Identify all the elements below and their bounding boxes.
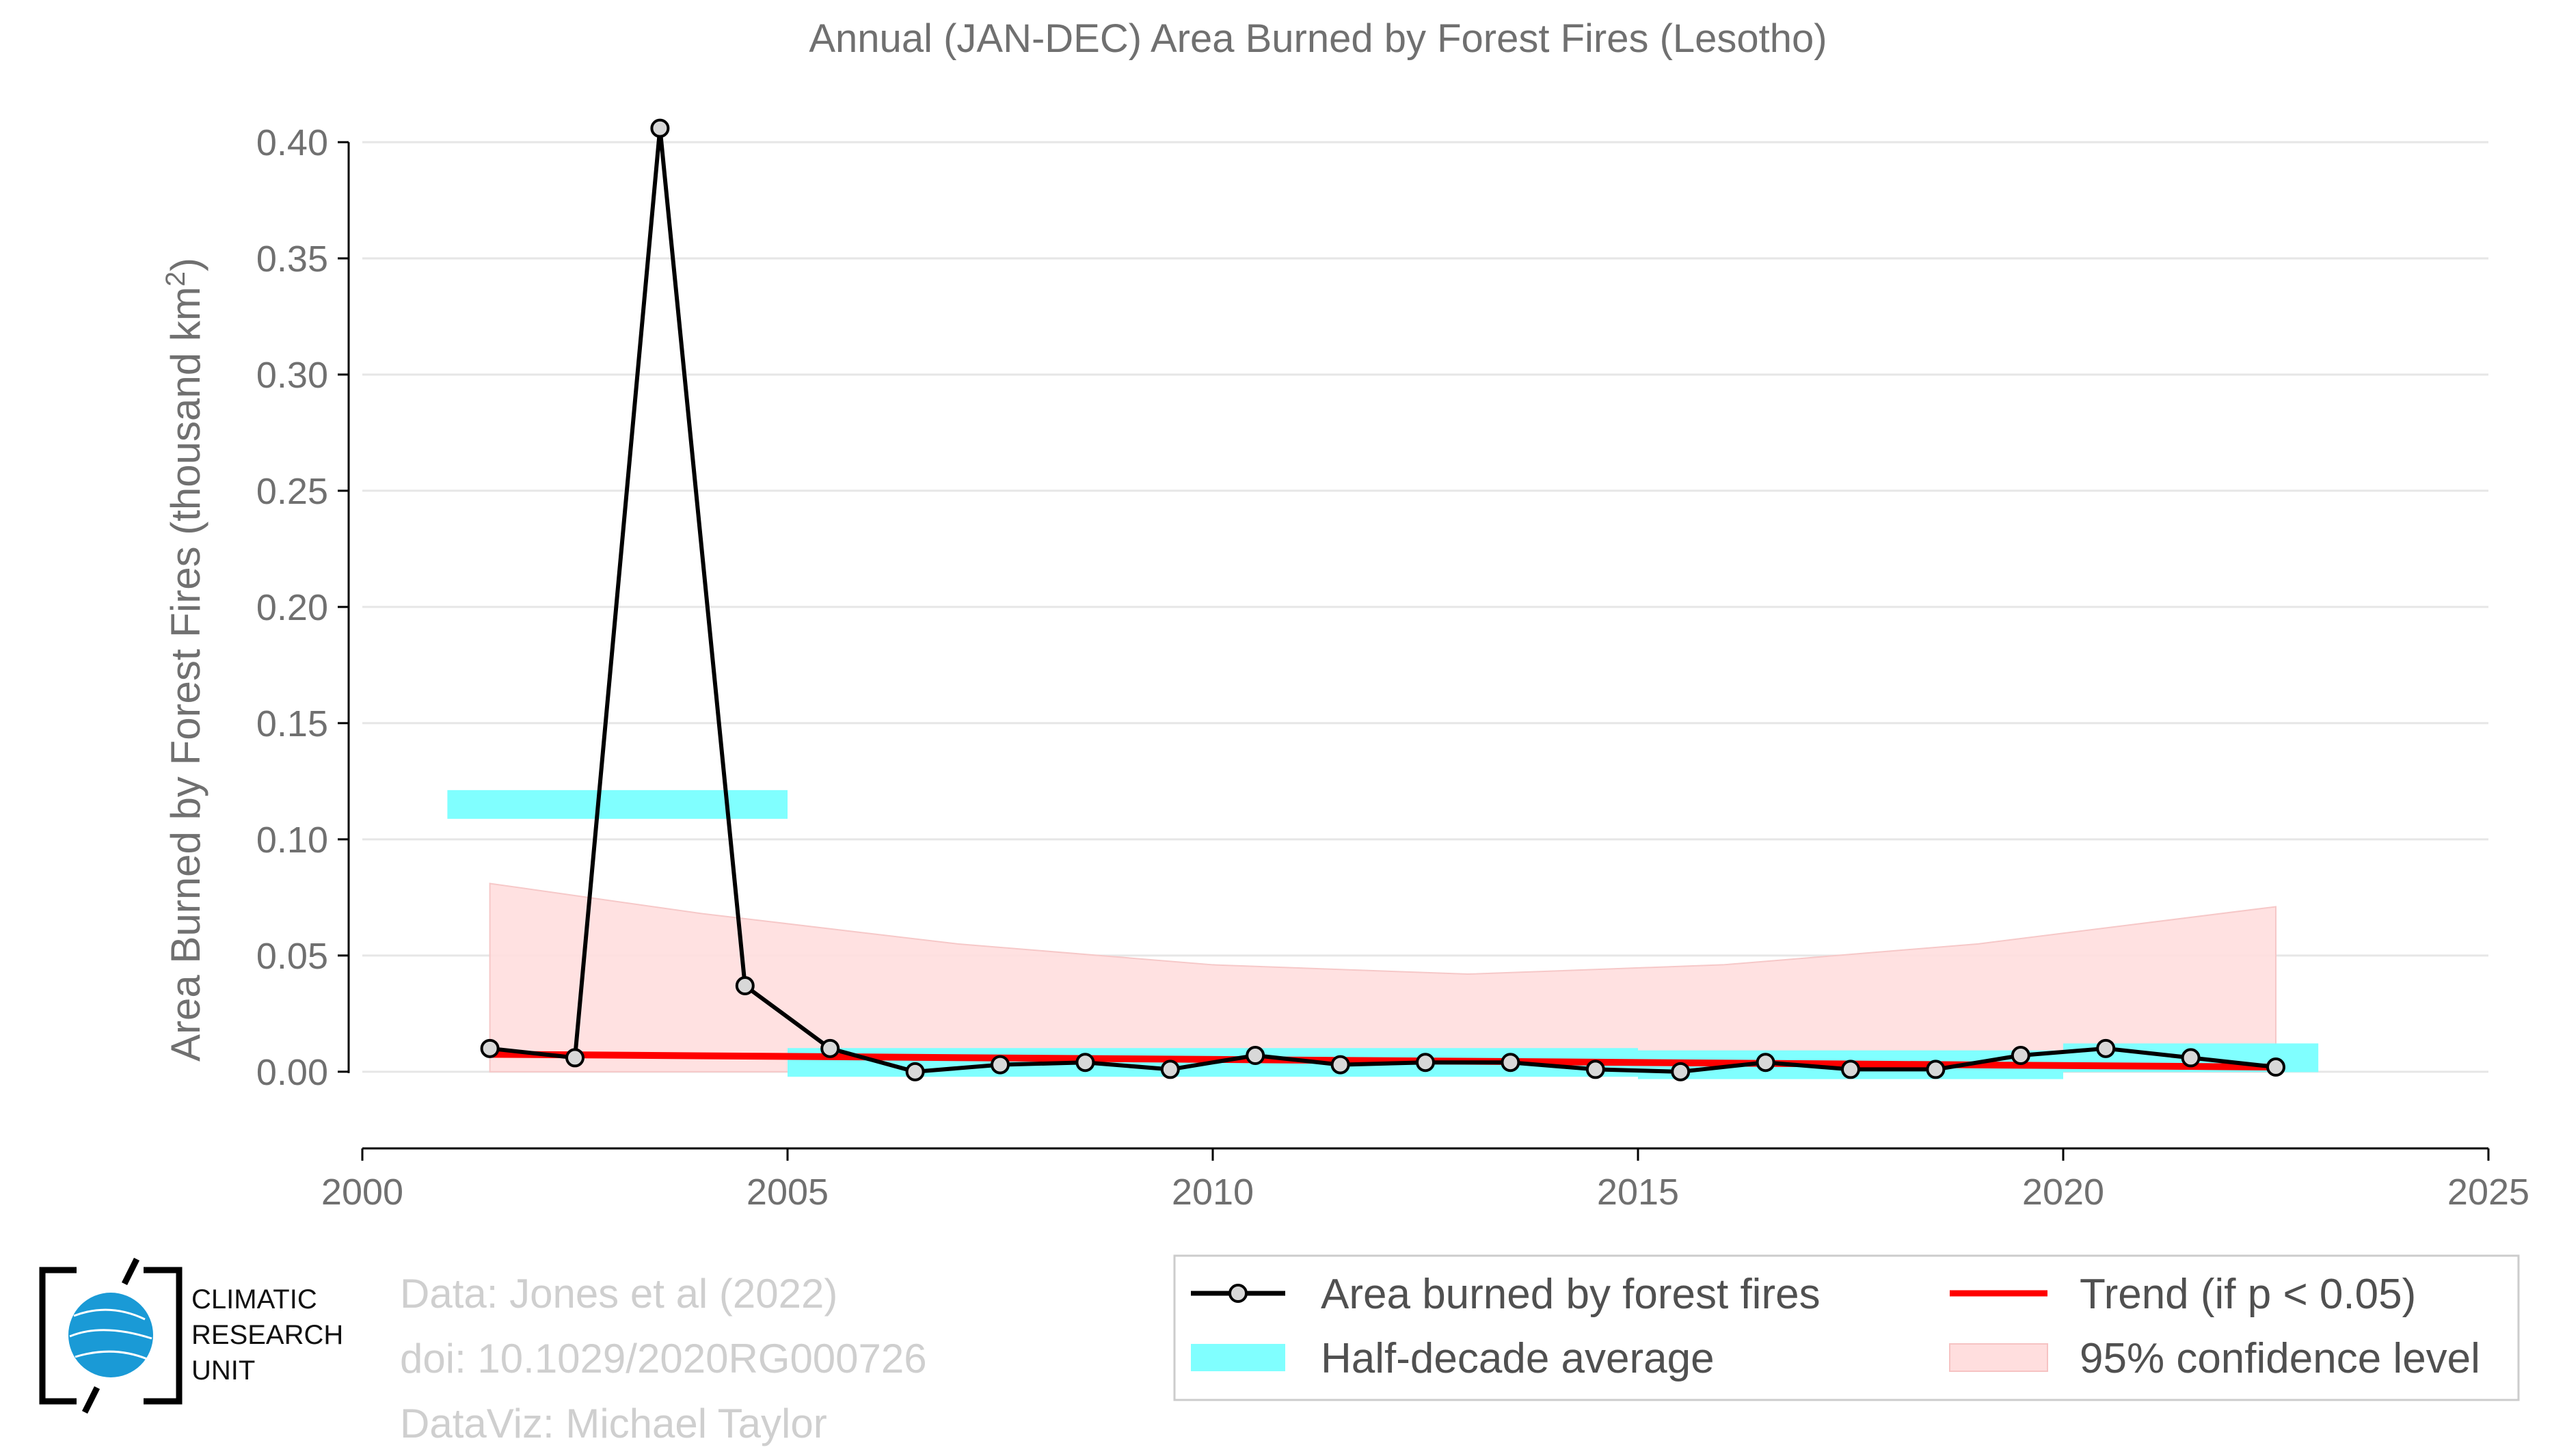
- cru-logo-line-1: CLIMATIC: [191, 1284, 317, 1315]
- cru-logo-line-2: RESEARCH: [191, 1320, 344, 1350]
- area-burned-point-11: [1416, 1053, 1435, 1073]
- area-burned-point-15: [1756, 1053, 1775, 1073]
- trend-layer: [489, 1051, 2276, 1071]
- area-burned-line: [489, 126, 2276, 1074]
- logo-frame-slash-bottom: [81, 1386, 100, 1414]
- credit-dataviz: DataViz: Michael Taylor: [400, 1401, 827, 1446]
- area-burned-point-0: [480, 1038, 500, 1058]
- y-tick-labels: 0.00 0.05 0.10 0.15 0.20 0.25 0.30 0.35 0.40: [256, 122, 328, 1093]
- legend-swatch-confidence: [1949, 1343, 2048, 1372]
- axes: [338, 141, 2490, 1161]
- x-tick-label-0: 2000: [321, 1172, 403, 1213]
- y-tick-label-1: 0.05: [256, 936, 328, 977]
- area-burned-point-4: [820, 1038, 840, 1058]
- y-tick-label-2: 0.10: [256, 820, 328, 861]
- cru-logo: [39, 1257, 183, 1414]
- y-axis-label-sup: 2: [161, 271, 191, 286]
- cru-logo-line-3: UNIT: [191, 1356, 256, 1386]
- area-burned-point-18: [2011, 1046, 2030, 1066]
- y-axis-label-main: Area Burned by Forest Fires (thousand km: [163, 286, 209, 1062]
- logo-frame-right: [144, 1267, 183, 1405]
- half-decade-bar-0: [447, 790, 788, 819]
- trend-line: [489, 1051, 2276, 1071]
- y-axis-label-end: ): [163, 258, 209, 271]
- area-burned-point-8: [1160, 1060, 1180, 1079]
- area-burned-point-10: [1330, 1055, 1350, 1075]
- y-tick-label-0: 0.00: [256, 1052, 328, 1093]
- y-tick-label-7: 0.35: [256, 239, 328, 280]
- area-burned-point-2: [650, 118, 670, 138]
- cru-logo-text: CLIMATIC RESEARCH UNIT: [191, 1282, 343, 1388]
- legend-box: [1173, 1254, 2520, 1401]
- area-burned-point-19: [2096, 1038, 2116, 1058]
- legend-label-half-decade: Half-decade average: [1321, 1335, 1715, 1382]
- area-burned-point-20: [2181, 1048, 2201, 1068]
- area-burned-point-7: [1075, 1053, 1095, 1073]
- area-burned-point-14: [1671, 1062, 1691, 1081]
- legend-label-area-burned: Area burned by forest fires: [1321, 1271, 1821, 1318]
- legend-marker-area-burned: [1228, 1284, 1248, 1303]
- y-tick-label-6: 0.30: [256, 355, 328, 396]
- area-burned-point-13: [1585, 1060, 1605, 1079]
- y-tick-label-5: 0.25: [256, 471, 328, 512]
- logo-frame-slash-top: [121, 1257, 140, 1286]
- x-tick-label-1: 2005: [747, 1172, 829, 1213]
- y-axis-label: Area Burned by Forest Fires (thousand km…: [161, 258, 209, 1062]
- x-tick-label-3: 2015: [1597, 1172, 1679, 1213]
- x-tick-labels: 2000 2005 2010 2015 2020 2025: [321, 1172, 2529, 1213]
- legend-label-trend: Trend (if p < 0.05): [2080, 1271, 2416, 1318]
- x-tick-label-2: 2010: [1172, 1172, 1254, 1213]
- area-burned-point-17: [1926, 1060, 1946, 1079]
- series-layer: [480, 118, 2285, 1081]
- logo-frame-left: [39, 1267, 77, 1405]
- x-tick-label-4: 2020: [2022, 1172, 2104, 1213]
- confidence-band-layer: [489, 882, 2276, 1073]
- credit-doi: doi: 10.1029/2020RG000726: [400, 1336, 927, 1381]
- area-burned-point-16: [1841, 1060, 1860, 1079]
- globe-swirl-2: [69, 1329, 152, 1340]
- area-burned-point-21: [2266, 1057, 2285, 1077]
- area-burned-point-1: [565, 1048, 585, 1068]
- confidence-band: [489, 882, 2276, 1073]
- area-burned-point-12: [1501, 1053, 1520, 1073]
- legend: Area burned by forest fires Trend (if p …: [1173, 1254, 2520, 1401]
- legend-label-confidence: 95% confidence level: [2080, 1335, 2480, 1382]
- legend-swatch-half-decade: [1191, 1344, 1285, 1371]
- data-credits: Data: Jones et al (2022) doi: 10.1029/20…: [400, 1261, 927, 1456]
- y-tick-label-4: 0.20: [256, 587, 328, 628]
- globe-swirl-1: [73, 1308, 146, 1321]
- y-tick-label-8: 0.40: [256, 122, 328, 163]
- area-burned-point-5: [905, 1062, 925, 1081]
- y-tick-label-3: 0.15: [256, 703, 328, 744]
- area-burned-point-6: [991, 1055, 1010, 1075]
- area-burned-point-9: [1246, 1046, 1265, 1066]
- x-tick-label-5: 2025: [2447, 1172, 2529, 1213]
- area-burned-point-3: [735, 976, 755, 996]
- globe-swirl-3: [75, 1350, 148, 1360]
- credit-data-source: Data: Jones et al (2022): [400, 1271, 838, 1317]
- chart-title: Annual (JAN-DEC) Area Burned by Forest F…: [809, 16, 1827, 61]
